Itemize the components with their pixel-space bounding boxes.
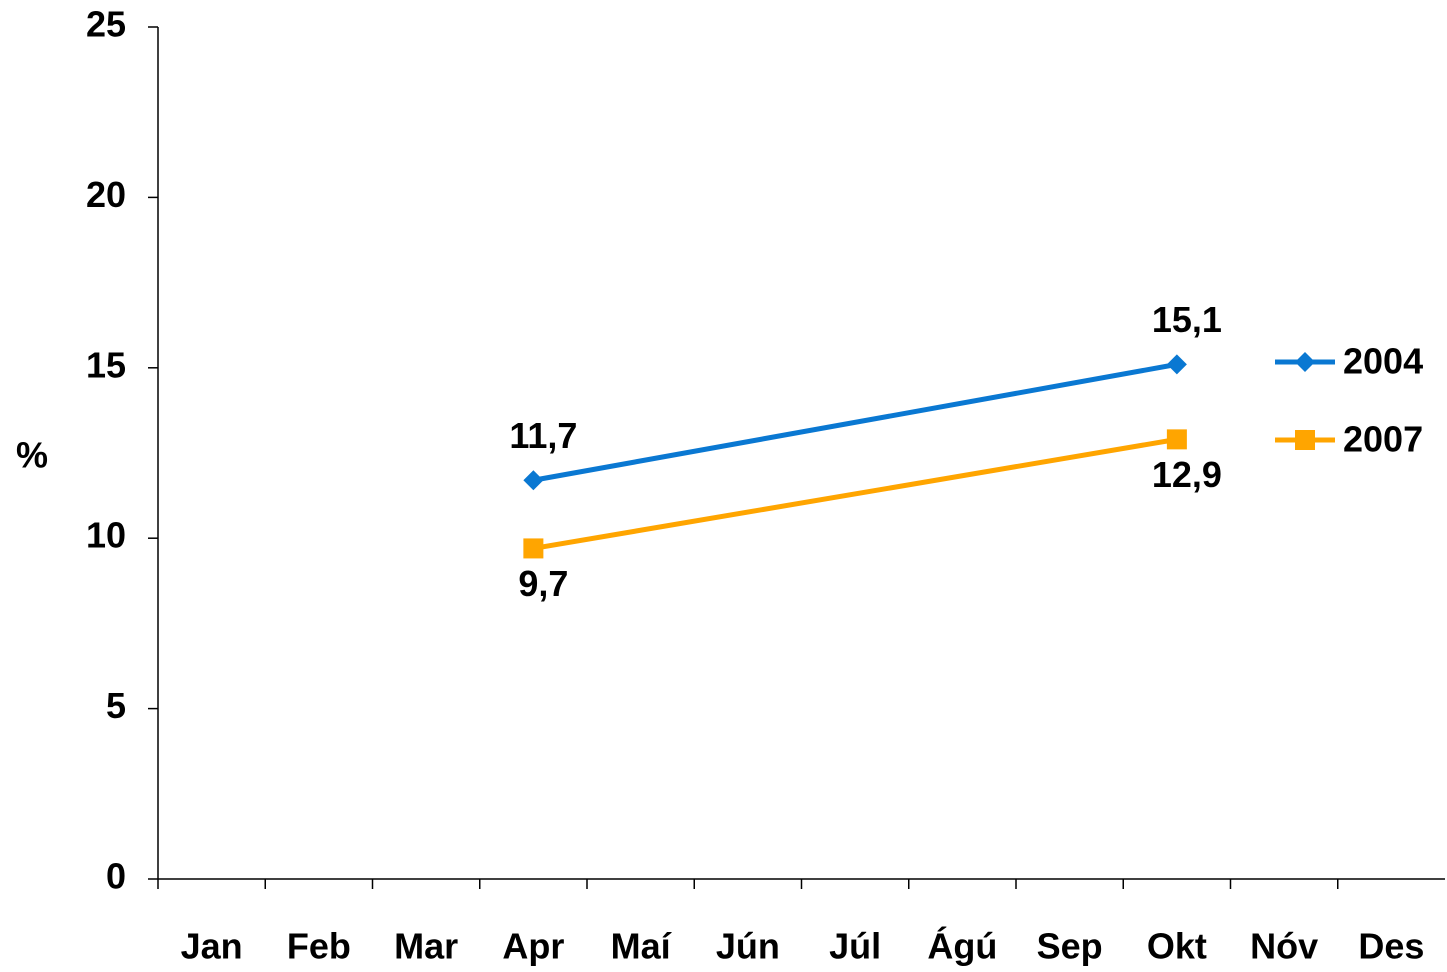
series-line xyxy=(532,361,1178,483)
data-point xyxy=(523,470,544,491)
legend-marker xyxy=(1295,430,1315,450)
y-tick-label: 15 xyxy=(86,344,126,385)
x-tick-label: Jan xyxy=(181,926,243,967)
data-point xyxy=(523,538,544,559)
x-tick-label: Nóv xyxy=(1250,926,1318,967)
x-tick-label: Okt xyxy=(1147,926,1207,967)
legend-marker xyxy=(1295,352,1315,372)
x-tick-label: Mar xyxy=(394,926,458,967)
x-tick-label: Maí xyxy=(611,926,672,967)
x-tick-label: Des xyxy=(1358,926,1424,967)
y-tick-label: 20 xyxy=(86,174,126,215)
x-tick-label: Feb xyxy=(287,926,351,967)
x-tick-label: Sep xyxy=(1037,926,1103,967)
data-point xyxy=(1166,429,1187,450)
y-tick-label: 5 xyxy=(106,685,126,726)
y-tick-label: 0 xyxy=(106,856,126,897)
y-tick-label: 10 xyxy=(86,515,126,556)
y-tick-label: 25 xyxy=(86,4,126,45)
legend-label: 2004 xyxy=(1343,341,1423,382)
y-axis-label: % xyxy=(16,435,48,476)
legend-label: 2007 xyxy=(1343,419,1423,460)
x-tick-label: Apr xyxy=(502,926,564,967)
data-label: 15,1 xyxy=(1152,299,1222,340)
x-tick-label: Júl xyxy=(829,926,881,967)
data-label: 11,7 xyxy=(509,415,577,456)
data-label: 12,9 xyxy=(1152,454,1222,495)
series-line xyxy=(532,436,1178,551)
x-tick-label: Jún xyxy=(716,926,780,967)
data-point xyxy=(1166,354,1187,375)
x-tick-label: Ágú xyxy=(927,926,997,967)
data-label: 9,7 xyxy=(518,563,568,604)
